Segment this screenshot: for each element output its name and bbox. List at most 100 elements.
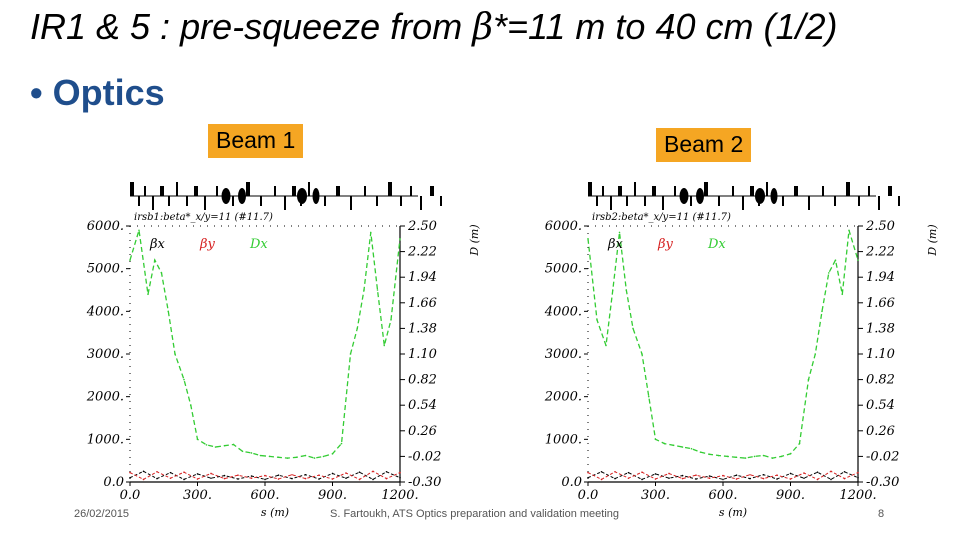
lattice-magnet (246, 182, 250, 196)
lattice-magnet (782, 196, 784, 206)
series-point (614, 470, 616, 473)
series-point (291, 477, 293, 480)
series-point (789, 453, 792, 455)
series-point (349, 353, 352, 355)
y2-tick-label: 2.22 (407, 245, 437, 260)
lattice-magnet (430, 186, 434, 196)
series-point (399, 476, 401, 479)
series-point (611, 289, 614, 291)
beam-1-label: Beam 1 (208, 124, 304, 158)
lattice-magnet (260, 196, 262, 206)
lattice-magnet (144, 186, 146, 196)
title-beta-symbol: β (472, 7, 494, 48)
series-point (237, 474, 239, 476)
series-point (183, 378, 185, 381)
series-point (129, 259, 131, 261)
series-point (735, 478, 738, 480)
series-point (210, 472, 212, 475)
series-point (129, 471, 131, 474)
series-point (726, 455, 729, 458)
lattice-quadrupole (755, 188, 765, 204)
y2-tick-label: -0.30 (408, 475, 441, 490)
y-tick-label: 0.0 (561, 475, 582, 490)
y2-tick-label: 0.82 (408, 373, 437, 388)
plot-title: irsb2:beta*_x/y=11 (#11.7) (592, 212, 731, 223)
series-point (600, 478, 603, 481)
y2-tick-label: 1.10 (866, 347, 895, 362)
series-point (156, 470, 158, 473)
series-point (156, 477, 158, 480)
y-tick-label: 3000. (87, 347, 124, 362)
y-tick-label: 3000. (545, 347, 582, 362)
lattice-magnet (652, 186, 656, 196)
lattice-quadrupole (238, 188, 246, 204)
y2-tick-label: 0.26 (408, 424, 437, 439)
x-tick-label: 0.0 (120, 488, 141, 503)
series-point (614, 477, 616, 480)
lattice-quadrupole (696, 188, 704, 204)
lattice-magnet (324, 196, 326, 206)
series-point (830, 470, 832, 473)
lattice-magnet (888, 186, 892, 196)
series-point (841, 293, 844, 296)
series-point (210, 477, 212, 479)
series-point (385, 470, 388, 473)
series-point (722, 474, 724, 477)
y2-tick-label: 2.22 (865, 245, 895, 260)
series-point (695, 478, 697, 480)
series-point (223, 444, 226, 447)
series-point (147, 293, 149, 296)
series-point (331, 453, 334, 455)
lattice-magnet (160, 186, 164, 196)
series-point (663, 442, 666, 445)
series-point (237, 478, 239, 480)
lattice-magnet (662, 196, 664, 210)
series-point (596, 319, 598, 321)
lattice-magnet (766, 182, 768, 196)
series-point (681, 477, 684, 480)
series-point (654, 473, 657, 475)
series-point (821, 310, 823, 313)
series-point (304, 454, 307, 457)
series-point (668, 472, 670, 475)
lattice-magnet (704, 182, 708, 196)
series-point (250, 475, 253, 477)
x-tick-label: 0.0 (578, 488, 599, 503)
lattice-magnet (232, 196, 234, 206)
lattice-magnet (284, 196, 286, 210)
y-tick-label: 6000. (87, 219, 124, 234)
series-point (632, 327, 634, 330)
lattice-magnet (718, 196, 720, 206)
legend-entry: βy (657, 237, 674, 252)
series-point (142, 478, 145, 481)
lattice-strip (588, 182, 900, 210)
series-point (291, 473, 293, 476)
y-tick-label: 2000. (544, 390, 582, 405)
lattice-magnet (634, 182, 636, 196)
plot-title: irsb1:beta*_x/y=11 (#11.7) (134, 212, 273, 223)
series-point (830, 478, 832, 481)
series-point (286, 457, 289, 459)
y-tick-label: 1000. (87, 432, 124, 447)
lattice-magnet (194, 186, 198, 196)
series-point (654, 438, 657, 441)
series-point (789, 478, 792, 480)
optics-plot-beam-2: irsb2:beta*_x/y=11 (#11.7) 0.0 1000. 2000. 3… (544, 182, 939, 519)
lattice-magnet (794, 186, 798, 196)
series-point (753, 455, 756, 458)
lattice-magnet (186, 196, 188, 206)
slide-title: IR1 & 5 : pre-squeeze from β*=11 m to 40… (30, 6, 950, 48)
lattice-magnet (750, 186, 754, 196)
series-point (390, 319, 392, 321)
series-point (196, 478, 199, 480)
series-point (277, 474, 280, 476)
lattice-magnet (846, 182, 850, 196)
y-tick-label: 5000. (87, 262, 124, 277)
y2-axis-label: D (m) (468, 224, 481, 256)
series-point (322, 455, 325, 458)
series-point (295, 456, 298, 459)
series-point (699, 451, 702, 453)
series-point (735, 456, 738, 459)
series-point (196, 438, 199, 441)
series-point (749, 477, 751, 480)
